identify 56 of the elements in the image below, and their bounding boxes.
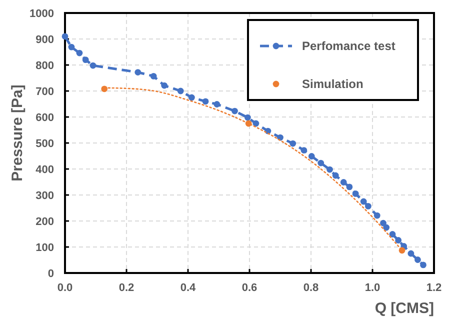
legend-label: Perfomance test <box>302 39 396 53</box>
point <box>62 33 68 40</box>
point <box>76 50 83 56</box>
point <box>188 94 195 101</box>
point <box>308 153 315 160</box>
y-tick-label: 100 <box>36 242 54 254</box>
y-tick-label: 400 <box>36 164 54 176</box>
x-tick-label: 0.0 <box>57 282 73 294</box>
legend-label: Simulation <box>302 77 364 91</box>
point <box>244 114 251 121</box>
x-tick-label: 1.0 <box>364 282 380 294</box>
point <box>68 44 75 50</box>
y-tick-label: 800 <box>36 60 54 72</box>
point <box>161 82 168 89</box>
point <box>150 72 157 80</box>
point <box>326 166 333 173</box>
point <box>202 98 209 105</box>
point <box>332 172 339 179</box>
y-tick-label: 900 <box>36 34 54 46</box>
x-tick-label: 0.2 <box>118 282 134 294</box>
point <box>300 147 308 154</box>
point <box>414 256 421 263</box>
y-axis-title: Pressure [Pa] <box>9 84 26 182</box>
point <box>380 220 386 226</box>
point <box>383 224 390 231</box>
y-tick-label: 1000 <box>30 8 54 20</box>
point <box>252 120 260 127</box>
point <box>214 101 220 108</box>
point <box>346 184 353 190</box>
point <box>360 198 367 205</box>
point <box>395 237 402 244</box>
y-tick-label: 500 <box>36 138 54 150</box>
point <box>389 231 396 238</box>
y-tick-label: 200 <box>36 216 54 228</box>
x-tick-label: 0.6 <box>242 282 258 294</box>
point <box>290 140 296 147</box>
point <box>420 262 426 268</box>
point <box>90 62 96 69</box>
point <box>82 56 89 63</box>
point <box>177 88 184 94</box>
point <box>318 160 324 166</box>
point <box>340 179 347 186</box>
y-tick-label: 600 <box>36 112 54 124</box>
point <box>364 202 372 210</box>
point <box>352 190 359 197</box>
y-tick-label: 700 <box>36 86 54 98</box>
point <box>374 212 380 219</box>
point <box>134 69 142 76</box>
y-tick-label: 300 <box>36 190 54 202</box>
x-tick-label: 0.4 <box>180 282 197 294</box>
x-tick-label: 1.2 <box>426 282 442 294</box>
x-axis-title: Q [CMS] <box>374 300 434 317</box>
point <box>232 108 238 114</box>
point <box>408 250 414 257</box>
x-tick-label: 0.8 <box>303 282 319 294</box>
y-tick-label: 0 <box>48 268 54 280</box>
